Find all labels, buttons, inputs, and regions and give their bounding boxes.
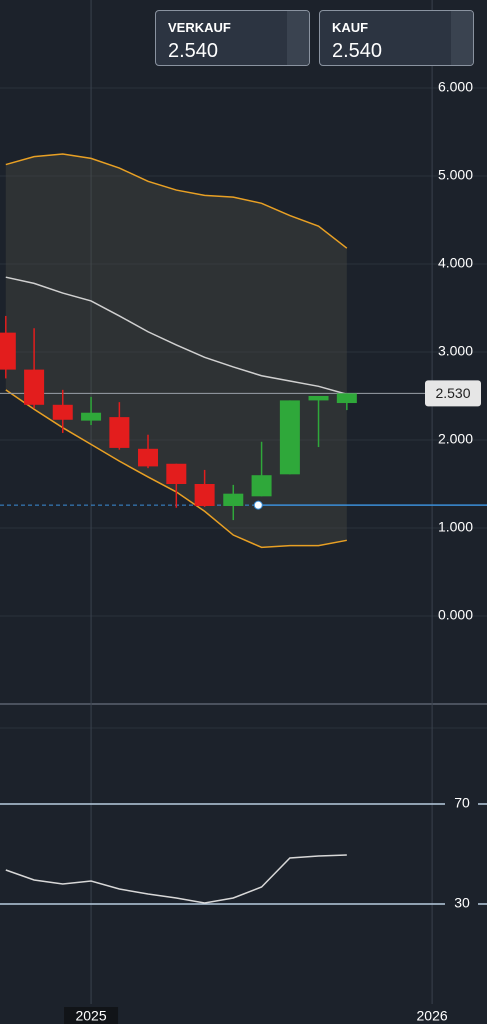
indicator-line <box>5 153 348 249</box>
x-tick-label: 2026 <box>417 1008 448 1024</box>
sell-label: VERKAUF <box>168 20 231 35</box>
y-tick-label: 1.000 <box>438 519 473 535</box>
candle-body <box>279 400 300 475</box>
y-tick-label: 6.000 <box>438 79 473 95</box>
x-tick-label: 2025 <box>75 1008 106 1024</box>
candle-body <box>138 448 159 467</box>
y-tick-label: 2.000 <box>438 431 473 447</box>
rsi-line <box>5 854 347 904</box>
y-tick-label: 70 <box>454 795 470 811</box>
candle-body <box>0 332 16 370</box>
candle-body <box>24 369 45 405</box>
y-tick-label: 3.000 <box>438 343 473 359</box>
sell-button[interactable]: VERKAUF 2.540 <box>155 10 310 66</box>
level-marker <box>253 500 263 510</box>
candle-body <box>223 493 244 506</box>
candle-body <box>81 412 102 421</box>
y-tick-label: 4.000 <box>438 255 473 271</box>
candle-body <box>194 484 215 506</box>
candle-body <box>251 475 272 497</box>
candle-body <box>336 393 357 404</box>
candle-body <box>166 463 187 484</box>
buy-button[interactable]: KAUF 2.540 <box>319 10 474 66</box>
last-price-label: 2.530 <box>435 385 470 401</box>
y-tick-label: 5.000 <box>438 167 473 183</box>
indicator-line <box>5 276 348 395</box>
candle-body <box>52 404 73 420</box>
y-tick-label: 0.000 <box>438 607 473 623</box>
buy-price: 2.540 <box>332 40 383 62</box>
candle-body <box>308 396 329 401</box>
candle-body <box>109 417 130 448</box>
sell-price: 2.540 <box>168 40 219 62</box>
last-price-box <box>425 380 481 407</box>
buy-label: KAUF <box>332 20 369 35</box>
x-tick-bg <box>64 1007 119 1024</box>
y-tick-label: 30 <box>454 895 470 911</box>
